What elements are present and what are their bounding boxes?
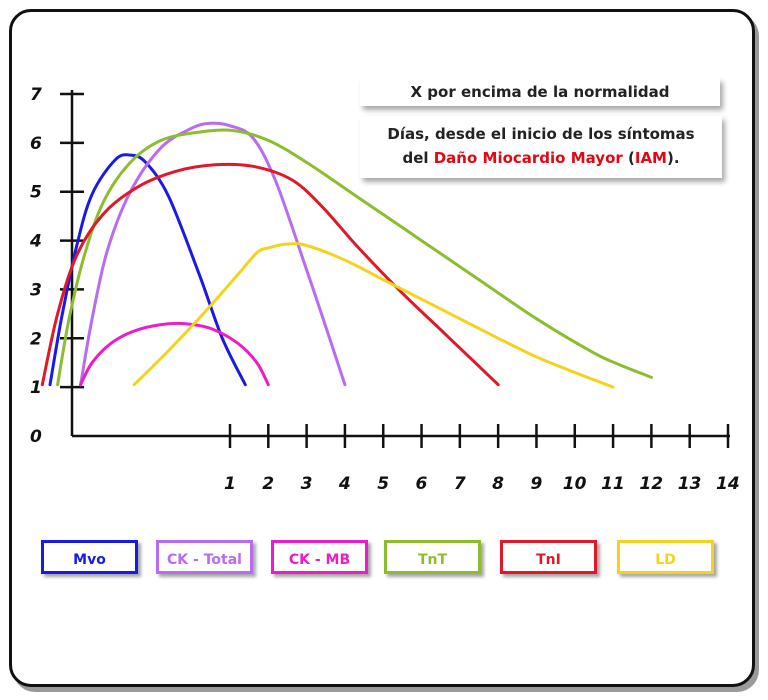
x-tick-label: 2 (262, 474, 274, 494)
y-tick-label: 6 (30, 134, 42, 154)
x-tick-label: 1 (224, 474, 236, 494)
x-axis-note-line1: Días, desde el inicio de los síntomas (387, 125, 695, 143)
series-line-ld (132, 242, 615, 389)
y-tick-label: 3 (30, 280, 42, 300)
series-line-tnt (56, 128, 653, 387)
x-tick-label: 10 (563, 474, 587, 494)
axes (60, 90, 730, 448)
legend-item-mvo: Mvo (41, 540, 138, 574)
series-line-ck-mb (79, 321, 270, 387)
legend-item-ck-total: CK - Total (156, 540, 253, 574)
series-line-ck-total (79, 121, 347, 387)
y-tick-label: 4 (29, 232, 42, 252)
series-lines (40, 121, 653, 389)
note-text-red1: Daño Miocardio Mayor (433, 149, 623, 167)
note-text-post: ). (666, 149, 680, 167)
y-tick-label: 5 (30, 183, 42, 203)
note-text-pre: del (402, 149, 434, 167)
legend-item-tni: TnI (500, 540, 597, 574)
x-tick-label: 9 (530, 474, 542, 494)
x-axis-note: Días, desde el inicio de los síntomas de… (360, 116, 722, 178)
note-text-mid: ( (622, 149, 635, 167)
note-text-red2: IAM (634, 149, 667, 167)
y-tick-label: 1 (30, 378, 42, 398)
x-tick-label: 6 (416, 474, 428, 494)
y-axis-note: X por encima de la normalidad (360, 78, 720, 106)
x-tick-label: 14 (716, 474, 740, 494)
x-tick-label: 3 (301, 474, 313, 494)
y-tick-label: 0 (30, 427, 42, 447)
y-tick-label: 7 (30, 85, 42, 105)
x-tick-label: 11 (601, 474, 625, 494)
y-tick-label: 2 (30, 329, 42, 349)
x-tick-label: 13 (678, 474, 702, 494)
legend-item-ck-mb: CK - MB (271, 540, 368, 574)
x-tick-label: 4 (338, 474, 351, 494)
x-tick-label: 7 (454, 474, 466, 494)
x-tick-label: 5 (377, 474, 389, 494)
legend-item-tnt: TnT (384, 540, 481, 574)
legend-item-ld: LD (617, 540, 714, 574)
series-line-tni (40, 162, 500, 387)
x-axis-note-line2: del Daño Miocardio Mayor (IAM). (360, 146, 722, 170)
x-tick-label: 8 (492, 474, 504, 494)
x-tick-label: 12 (639, 474, 663, 494)
